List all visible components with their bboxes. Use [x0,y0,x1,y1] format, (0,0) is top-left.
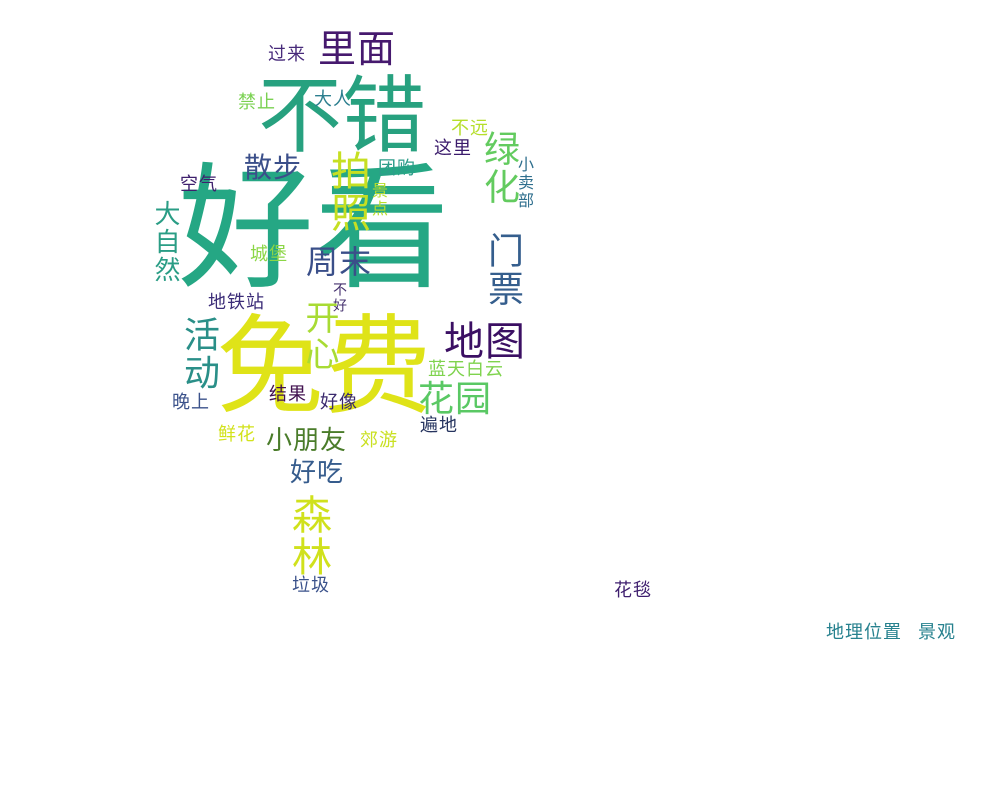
word-buyuan: 不远 [451,118,489,139]
word-lvhua: 绿化 [478,130,519,206]
word-wanshang: 晚上 [172,392,210,413]
word-kaixin: 开心 [299,300,339,372]
word-tuangou: 团购 [378,158,416,179]
word-haochi: 好吃 [290,458,345,488]
word-zheli: 这里 [434,138,472,159]
word-mianfei: 免费 [216,305,433,430]
word-jingguan: 景观 [918,622,956,643]
word-xiaomaibu: 小卖部 [515,156,534,210]
word-jiaoyou: 郊游 [360,430,398,451]
word-haokan: 好看 [178,151,450,309]
word-lantianbaiyun: 蓝天白云 [428,359,504,380]
word-huatan: 花毯 [614,580,652,601]
word-chengbao: 城堡 [250,244,288,265]
word-dili-weizhi: 地理位置 [826,622,902,643]
word-paizhao: 拍照 [324,150,370,234]
word-daziran: 大自然 [150,200,180,284]
word-biandi: 遍地 [420,415,458,436]
word-xiaopengyou: 小朋友 [266,426,348,456]
word-guolai: 过来 [268,44,306,65]
word-menpiao: 门票 [482,232,523,308]
word-jingdian: 景点 [369,182,388,218]
word-bucuo: 不错 [258,67,427,165]
word-jinzhi: 禁止 [238,92,276,113]
word-huayuan: 花园 [418,379,493,420]
word-ditu: 地图 [444,319,526,365]
word-xianhua: 鲜花 [218,424,256,445]
word-limian: 里面 [318,27,397,71]
word-senlin: 森林 [285,494,331,578]
word-laji: 垃圾 [292,575,330,596]
word-jieguo: 结果 [269,384,307,405]
word-huodong: 活动 [178,316,219,392]
word-daren: 大人 [314,89,352,110]
word-ditiezhan: 地铁站 [208,292,265,313]
word-kongqi: 空气 [180,174,218,195]
word-sanbu: 散步 [244,151,303,184]
word-zhoumo: 周末 [306,243,373,281]
word-buhao: 不好 [331,282,347,314]
word-haoxiang: 好像 [320,392,358,413]
